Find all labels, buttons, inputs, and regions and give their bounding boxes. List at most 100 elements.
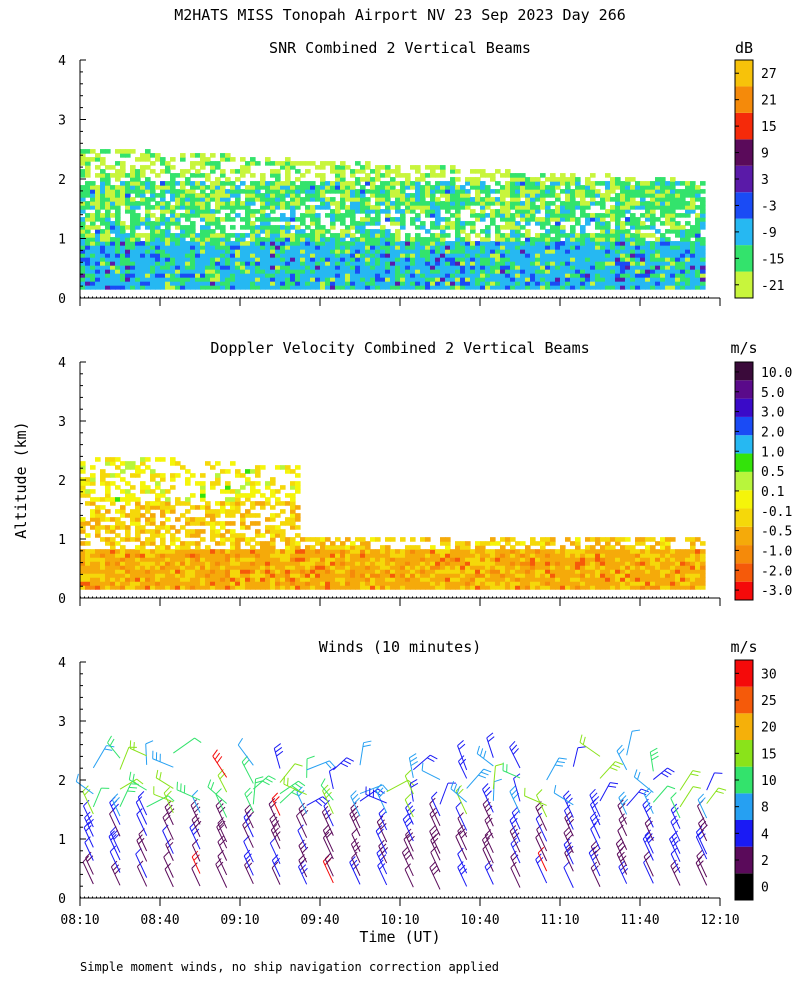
heatmap-cell xyxy=(385,281,391,286)
heatmap-cell xyxy=(290,225,296,230)
heatmap-cell xyxy=(415,569,421,574)
heatmap-cell xyxy=(275,525,281,530)
heatmap-cell xyxy=(215,501,221,506)
heatmap-cell xyxy=(245,225,251,230)
heatmap-cell xyxy=(110,549,116,554)
heatmap-cell xyxy=(430,261,436,266)
heatmap-cell xyxy=(225,153,231,158)
heatmap-cell xyxy=(140,273,146,278)
heatmap-cell xyxy=(570,269,576,274)
heatmap-cell xyxy=(90,285,96,290)
heatmap-cell xyxy=(590,545,596,550)
heatmap-cell xyxy=(200,225,206,230)
heatmap-cell xyxy=(305,249,311,254)
heatmap-cell xyxy=(700,241,706,246)
heatmap-cell xyxy=(420,221,426,226)
heatmap-cell xyxy=(255,185,261,190)
heatmap-cell xyxy=(225,573,231,578)
heatmap-cell xyxy=(210,569,216,574)
heatmap-cell xyxy=(330,581,336,586)
heatmap-cell xyxy=(250,237,256,242)
heatmap-cell xyxy=(280,205,286,210)
heatmap-cell xyxy=(535,553,541,558)
heatmap-cell xyxy=(340,229,346,234)
heatmap-cell xyxy=(160,229,166,234)
heatmap-cell xyxy=(260,261,266,266)
heatmap-cell xyxy=(185,285,191,290)
heatmap-cell xyxy=(515,189,521,194)
heatmap-cell xyxy=(340,277,346,282)
heatmap-cell xyxy=(340,241,346,246)
heatmap-cell xyxy=(140,525,146,530)
heatmap-cell xyxy=(105,245,111,250)
heatmap-cell xyxy=(85,269,91,274)
heatmap-cell xyxy=(135,577,141,582)
heatmap-cell xyxy=(675,197,681,202)
heatmap-cell xyxy=(630,249,636,254)
heatmap-cell xyxy=(680,205,686,210)
heatmap-cell xyxy=(590,189,596,194)
heatmap-cell xyxy=(535,185,541,190)
heatmap-cell xyxy=(490,241,496,246)
heatmap-cell xyxy=(345,585,351,590)
heatmap-cell xyxy=(85,557,91,562)
heatmap-cell xyxy=(560,261,566,266)
heatmap-cell xyxy=(155,241,161,246)
heatmap-cell xyxy=(275,465,281,470)
colorbar-tick-label: -15 xyxy=(761,252,784,267)
heatmap-cell xyxy=(215,513,221,518)
heatmap-cell xyxy=(615,209,621,214)
heatmap-cell xyxy=(220,245,226,250)
heatmap-cell xyxy=(375,281,381,286)
heatmap-cell xyxy=(515,229,521,234)
heatmap-cell xyxy=(305,577,311,582)
heatmap-cell xyxy=(105,197,111,202)
heatmap-cell xyxy=(595,213,601,218)
heatmap-cell xyxy=(215,277,221,282)
heatmap-cell xyxy=(445,553,451,558)
heatmap-cell xyxy=(105,269,111,274)
heatmap-cell xyxy=(545,201,551,206)
heatmap-cell xyxy=(530,245,536,250)
heatmap-cell xyxy=(170,557,176,562)
heatmap-cell xyxy=(500,281,506,286)
heatmap-cell xyxy=(260,281,266,286)
heatmap-cell xyxy=(430,249,436,254)
heatmap-cell xyxy=(425,569,431,574)
heatmap-cell xyxy=(225,237,231,242)
heatmap-cell xyxy=(455,229,461,234)
heatmap-cell xyxy=(345,257,351,262)
heatmap-cell xyxy=(275,261,281,266)
heatmap-cell xyxy=(190,517,196,522)
heatmap-cell xyxy=(215,561,221,566)
heatmap-cell xyxy=(490,537,496,542)
heatmap-cell xyxy=(285,229,291,234)
heatmap-cell xyxy=(155,185,161,190)
heatmap-cell xyxy=(560,241,566,246)
heatmap-cell xyxy=(235,493,241,498)
heatmap-cell xyxy=(80,269,86,274)
heatmap-cell xyxy=(285,281,291,286)
heatmap-cell xyxy=(230,529,236,534)
heatmap-cell xyxy=(305,573,311,578)
heatmap-cell xyxy=(325,561,331,566)
heatmap-cell xyxy=(580,185,586,190)
heatmap-cell xyxy=(380,265,386,270)
heatmap-cell xyxy=(570,237,576,242)
heatmap-cell xyxy=(580,569,586,574)
heatmap-cell xyxy=(490,581,496,586)
colorbar-swatch xyxy=(735,271,753,298)
heatmap-cell xyxy=(535,197,541,202)
heatmap-cell xyxy=(205,513,211,518)
heatmap-cell xyxy=(540,265,546,270)
heatmap-cell xyxy=(525,269,531,274)
heatmap-cell xyxy=(140,549,146,554)
heatmap-cell xyxy=(580,561,586,566)
heatmap-cell xyxy=(140,469,146,474)
heatmap-cell xyxy=(130,513,136,518)
heatmap-cell xyxy=(430,233,436,238)
heatmap-cell xyxy=(170,269,176,274)
heatmap-cell xyxy=(230,261,236,266)
heatmap-cell xyxy=(80,205,86,210)
heatmap-cell xyxy=(250,577,256,582)
